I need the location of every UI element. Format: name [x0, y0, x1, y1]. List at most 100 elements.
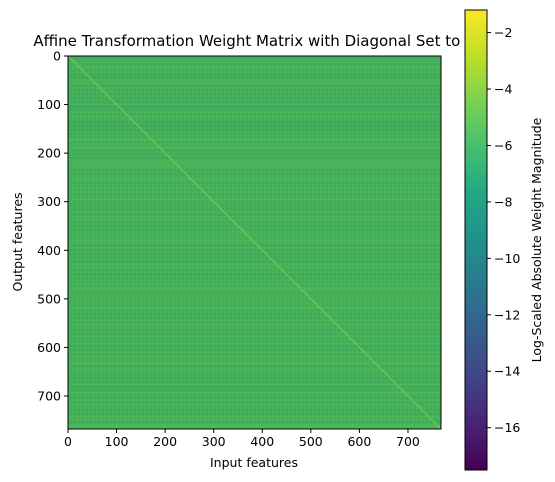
heatmap-row-band [68, 401, 441, 403]
heatmap-row-band [68, 200, 441, 202]
heatmap-row-band [68, 207, 441, 210]
heatmap-row-band [68, 146, 441, 149]
heatmap-row-band [68, 56, 441, 58]
x-tick-label: 0 [64, 434, 72, 449]
heatmap-row-band [68, 109, 441, 111]
heatmap-row-band [68, 246, 441, 249]
heatmap-row-band [68, 278, 441, 281]
heatmap-row-band [68, 293, 441, 296]
heatmap-row-band [68, 220, 441, 222]
heatmap-row-band [68, 89, 441, 91]
heatmap-row-bands [68, 56, 441, 430]
heatmap-row-band [68, 344, 441, 346]
y-axis-label: Output features [10, 192, 25, 291]
heatmap-row-band [68, 292, 441, 294]
heatmap-row-band [68, 150, 441, 153]
heatmap-row-band [68, 233, 441, 235]
heatmap-row-band [68, 306, 441, 309]
heatmap-row-band [68, 72, 441, 74]
heatmap-row-band [68, 137, 441, 140]
x-tick-label: 300 [202, 434, 226, 449]
chart-title: Affine Transformation Weight Matrix with… [33, 32, 474, 50]
heatmap-row-band [68, 157, 441, 159]
heatmap-row-band [68, 245, 441, 247]
colorbar-label: Log-Scaled Absolute Weight Magnitude [529, 117, 544, 362]
x-tick-label: 600 [347, 434, 371, 449]
heatmap-row-band [68, 139, 441, 142]
heatmap-row-band [68, 343, 441, 345]
heatmap-row-band [68, 356, 441, 358]
heatmap-row-band [68, 239, 441, 241]
heatmap-row-band [68, 223, 441, 225]
colorbar [464, 9, 488, 471]
heatmap-row-band [68, 152, 441, 155]
heatmap-row-band [68, 284, 441, 287]
heatmap-row-band [68, 57, 441, 59]
heatmap-row-band [68, 166, 441, 169]
y-tick-label: 0 [53, 49, 61, 64]
heatmap-row-band [68, 341, 441, 343]
heatmap-diagonal [67, 55, 442, 430]
heatmap-row-band [68, 125, 441, 128]
heatmap-row-band [68, 143, 441, 146]
heatmap-row-band [68, 378, 441, 380]
heatmap-row-band [68, 174, 441, 176]
heatmap-row-band [68, 121, 441, 123]
heatmap-row-band [68, 198, 441, 201]
colorbar-tick-label: −16 [494, 420, 520, 435]
heatmap-row-band [68, 415, 441, 418]
heatmap-row-band [68, 82, 441, 84]
heatmap-row-band [68, 216, 441, 218]
heatmap-row-band [68, 133, 441, 135]
heatmap-row-band [68, 222, 441, 224]
colorbar-tick-label: −4 [494, 82, 512, 97]
heatmap-row-band [68, 156, 441, 158]
heatmap-row-band [68, 165, 441, 168]
heatmap-row-band [68, 268, 441, 271]
heatmap-row-band [68, 396, 441, 399]
colorbar-tick-label: −10 [494, 251, 520, 266]
heatmap-row-band [68, 388, 441, 390]
heatmap-row-band [68, 214, 441, 216]
heatmap-row-band [68, 347, 441, 349]
colorbar-tick-label: −6 [494, 138, 512, 153]
colorbar-tick-label: −14 [494, 364, 520, 379]
colorbar-tick-label: −8 [494, 194, 512, 209]
heatmap-row-band [68, 64, 441, 67]
heatmap-row-band [68, 123, 441, 125]
y-tick-label: 300 [37, 194, 61, 209]
heatmap-row-band [68, 405, 441, 408]
y-tick-label: 600 [37, 340, 61, 355]
heatmap-row-band [68, 86, 441, 88]
heatmap-row-band [68, 424, 441, 427]
x-axis-ticks: 0 100 200 300 400 500 600 700 [64, 429, 420, 449]
heatmap-row-band [68, 187, 441, 189]
heatmap-row-band [68, 147, 441, 149]
heatmap-frame [67, 55, 442, 430]
heatmap-row-band [68, 366, 441, 369]
heatmap-row-band [68, 60, 441, 62]
heatmap-row-band [68, 319, 441, 322]
heatmap-row-band [68, 340, 441, 342]
heatmap-row-band [68, 201, 441, 204]
heatmap-row-band [68, 160, 441, 163]
heatmap-image [67, 55, 442, 430]
heatmap-row-band [68, 115, 441, 118]
heatmap-row-band [68, 252, 441, 255]
heatmap-row-band [68, 236, 441, 238]
heatmap-row-band [68, 369, 441, 371]
heatmap-row-band [68, 287, 441, 290]
heatmap-row-band [68, 262, 441, 265]
heatmap-row-band [68, 376, 441, 378]
heatmap-row-band [68, 289, 441, 292]
heatmap-row-band [68, 134, 441, 136]
heatmap-row-band [68, 302, 441, 304]
heatmap-row-band [68, 168, 441, 170]
heatmap-row-band [68, 426, 441, 428]
heatmap-row-band [68, 182, 441, 184]
heatmap-row-band [68, 427, 441, 430]
heatmap-row-band [68, 79, 441, 82]
heatmap-row-band [68, 171, 441, 173]
heatmap-row-band [68, 226, 441, 228]
heatmap-row-band [68, 76, 441, 79]
